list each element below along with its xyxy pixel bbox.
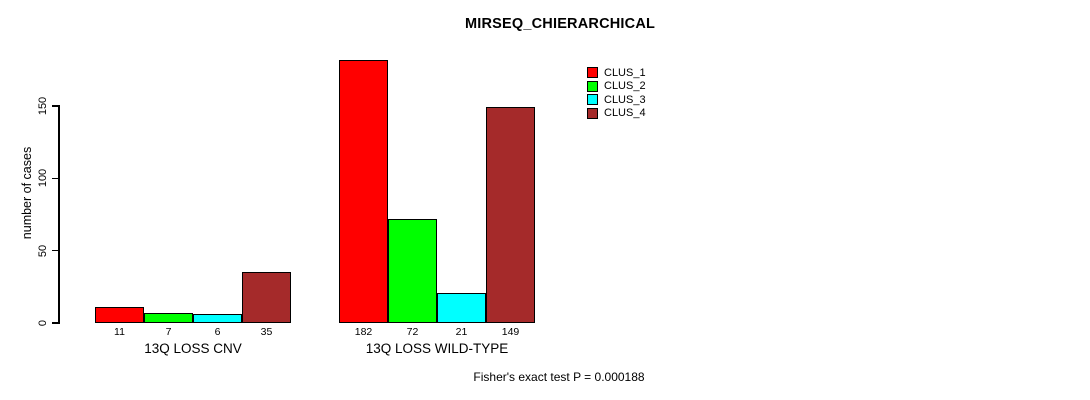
bar-value-label: 72	[406, 326, 419, 338]
group-label: 13Q LOSS CNV	[144, 341, 242, 356]
bar-value-label: 21	[455, 326, 468, 338]
y-tick-label: 100	[37, 169, 49, 188]
y-axis-label: number of cases	[20, 146, 34, 240]
legend-item-clus_3: CLUS_3	[587, 93, 646, 106]
y-tick-label: 50	[37, 244, 49, 257]
bar-CLUS_3-13q-loss-wild-type	[437, 293, 486, 323]
y-tick	[52, 177, 59, 180]
bar-CLUS_1-13q-loss-wild-type	[339, 60, 388, 323]
legend-label: CLUS_1	[604, 66, 646, 79]
legend-swatch-icon	[587, 107, 598, 119]
bar-CLUS_4-13q-loss-cnv	[242, 272, 291, 323]
chart-title: MIRSEQ_CHIERARCHICAL	[464, 16, 656, 32]
legend-item-clus_1: CLUS_1	[587, 66, 646, 79]
annotation-text: Fisher's exact test P = 0.000188	[473, 370, 645, 384]
bar-value-label: 182	[354, 326, 373, 338]
legend-swatch-icon	[587, 80, 598, 92]
bar-value-label: 7	[165, 326, 172, 338]
bar-value-label: 6	[214, 326, 221, 338]
legend-item-clus_4: CLUS_4	[587, 107, 646, 120]
legend-label: CLUS_3	[604, 93, 646, 106]
legend-label: CLUS_4	[604, 107, 646, 119]
y-tick	[52, 322, 59, 324]
bar-CLUS_3-13q-loss-cnv	[193, 314, 242, 323]
bar-CLUS_4-13q-loss-wild-type	[486, 107, 535, 323]
y-tick	[52, 105, 59, 107]
legend-swatch-icon	[587, 94, 598, 105]
bar-CLUS_1-13q-loss-cnv	[95, 307, 144, 323]
bar-CLUS_2-13q-loss-wild-type	[388, 219, 437, 323]
bar-CLUS_2-13q-loss-cnv	[144, 313, 193, 323]
legend-item-clus_2: CLUS_2	[587, 80, 646, 93]
y-tick-label: 150	[37, 96, 49, 116]
y-tick	[52, 249, 59, 252]
y-tick-label: 0	[37, 319, 49, 327]
legend-swatch-icon	[587, 67, 598, 78]
bar-value-label: 11	[114, 326, 125, 338]
y-axis-line	[58, 105, 60, 324]
bar-value-label: 35	[260, 326, 273, 338]
bar-value-label: 149	[501, 326, 520, 338]
group-label: 13Q LOSS WILD-TYPE	[365, 341, 509, 356]
legend-label: CLUS_2	[604, 80, 646, 92]
legend: CLUS_1 CLUS_2 CLUS_3 CLUS_4	[587, 66, 646, 120]
